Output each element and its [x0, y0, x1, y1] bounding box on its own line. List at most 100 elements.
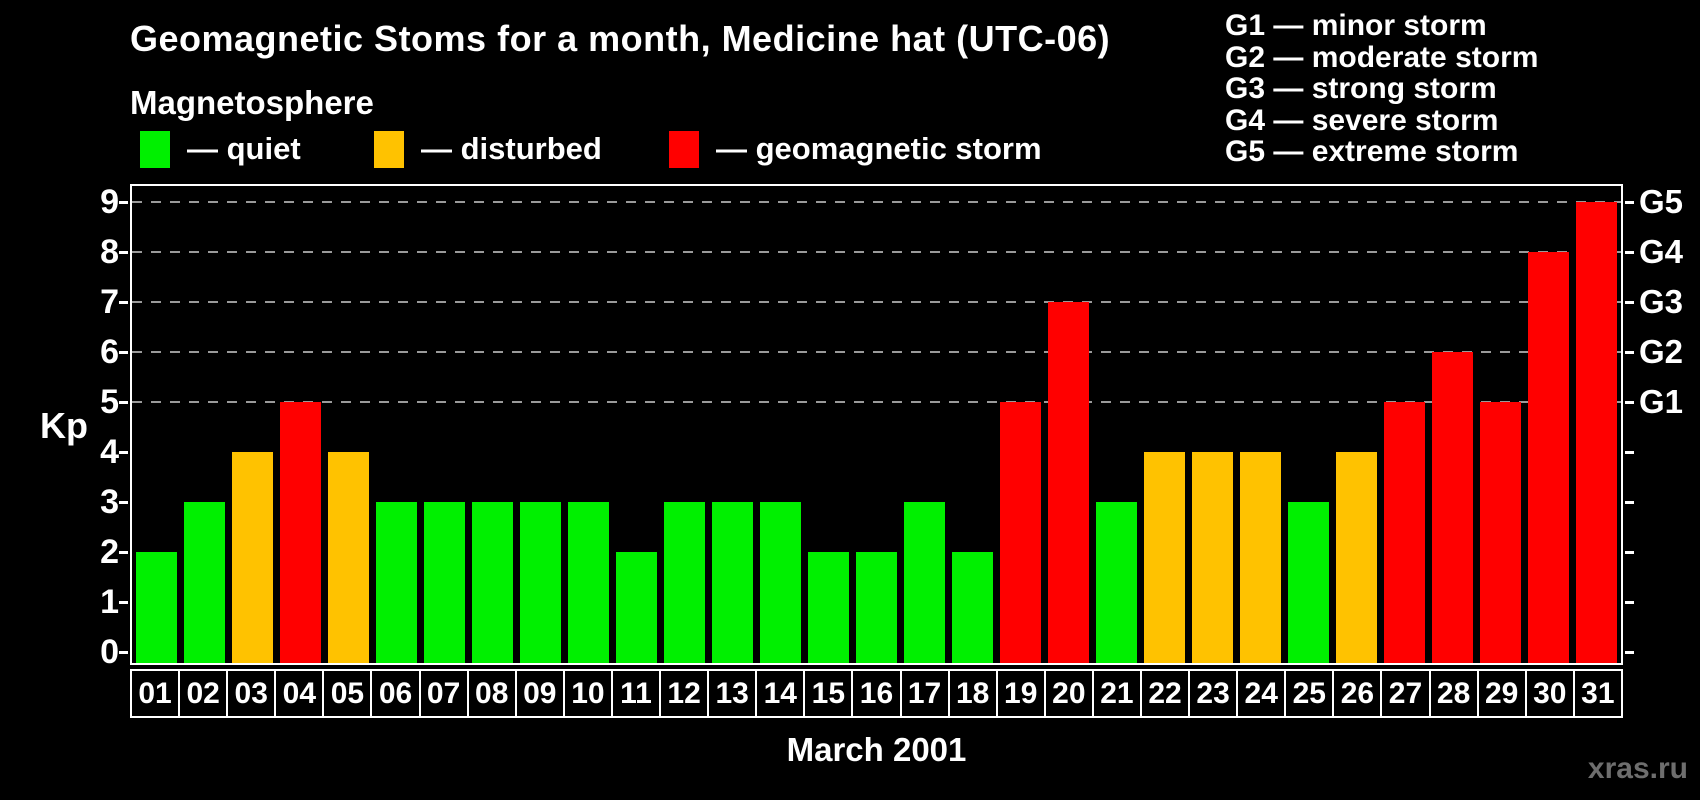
right-tick-6	[1625, 351, 1634, 354]
left-tick-4	[119, 451, 128, 454]
right-tick-7	[1625, 301, 1634, 304]
storm-color-swatch	[669, 130, 699, 168]
day-label-04: 04	[274, 669, 325, 718]
right-tick-4	[1625, 451, 1634, 454]
bar-day-18	[952, 552, 994, 663]
bar-day-23	[1192, 452, 1234, 663]
x-axis-day-labels: 01 02 03 04 05 06 07 08 09 10 11 12 13 14 15 16 17 18 19 20…	[130, 669, 1623, 718]
right-axis-label-g2: G2	[1639, 333, 1684, 370]
chart-subtitle: Magnetosphere	[130, 84, 374, 121]
bar-day-08	[471, 502, 513, 663]
legend-label-quiet: — quiet	[187, 131, 301, 166]
g5-legend-line: G5 — extreme storm	[1225, 135, 1519, 168]
day-label-01: 01	[130, 669, 181, 718]
bar-day-21	[1096, 502, 1138, 663]
day-label-27: 27	[1380, 669, 1431, 718]
watermark: xras.ru	[1587, 752, 1688, 785]
right-axis-label-g5: G5	[1639, 183, 1684, 220]
right-axis-label-g3: G3	[1639, 283, 1684, 320]
y-tick-label-9: 9	[100, 183, 119, 221]
bar-day-15	[807, 552, 849, 663]
day-label-05: 05	[322, 669, 373, 718]
day-label-17: 17	[899, 669, 950, 718]
day-label-25: 25	[1284, 669, 1335, 718]
legend-item-disturbed: — disturbed	[374, 130, 602, 168]
x-axis-title: March 2001	[786, 731, 967, 768]
day-label-11: 11	[610, 669, 662, 718]
right-tick-2	[1625, 551, 1634, 554]
bar-day-05	[327, 452, 369, 663]
legend-item-quiet: — quiet	[140, 130, 301, 168]
bar-day-24	[1240, 452, 1282, 663]
day-label-18: 18	[947, 669, 998, 718]
y-tick-label-0: 0	[100, 633, 119, 671]
g4-legend-line: G4 — severe storm	[1225, 103, 1499, 137]
bar-day-29	[1480, 402, 1522, 663]
bar-day-28	[1432, 352, 1474, 663]
y-tick-label-4: 4	[100, 433, 119, 471]
bar-day-02	[183, 502, 225, 663]
y-axis-title: Kp	[40, 405, 88, 446]
day-label-30: 30	[1524, 669, 1575, 718]
gridline-kp-8	[132, 251, 1621, 253]
day-label-09: 09	[514, 669, 565, 718]
day-label-29: 29	[1476, 669, 1527, 718]
bar-day-26	[1336, 452, 1378, 663]
day-label-19: 19	[995, 669, 1046, 718]
day-label-26: 26	[1332, 669, 1383, 718]
day-label-07: 07	[418, 669, 469, 718]
day-label-21: 21	[1091, 669, 1142, 718]
left-tick-2	[119, 551, 128, 554]
bar-day-11	[615, 552, 657, 663]
day-label-06: 06	[370, 669, 421, 718]
g2-legend-line: G2 — moderate storm	[1225, 40, 1539, 74]
bar-day-30	[1528, 252, 1570, 663]
right-tick-3	[1625, 501, 1634, 504]
y-tick-label-3: 3	[100, 483, 119, 521]
bar-day-27	[1384, 402, 1426, 663]
bar-day-14	[759, 502, 801, 663]
bar-day-20	[1048, 302, 1090, 663]
left-tick-8	[119, 251, 128, 254]
gridline-kp-7	[132, 301, 1621, 303]
y-tick-label-2: 2	[100, 533, 119, 571]
quiet-color-swatch	[140, 130, 170, 168]
gridline-kp-9	[132, 201, 1621, 203]
legend-label-storm: — geomagnetic storm	[716, 131, 1042, 166]
bar-day-10	[567, 502, 609, 663]
right-axis-label-g1: G1	[1639, 383, 1684, 420]
gridline-kp-5	[132, 401, 1621, 403]
storm-scale-legend: G1 — minor storm G2 — moderate storm G3 …	[1225, 10, 1538, 168]
day-label-12: 12	[659, 669, 710, 718]
y-tick-label-5: 5	[100, 383, 119, 421]
bar-day-07	[423, 502, 465, 663]
day-label-15: 15	[803, 669, 854, 718]
bar-day-17	[904, 502, 946, 663]
bar-day-03	[231, 452, 273, 663]
day-label-31: 31	[1572, 669, 1623, 718]
left-tick-5	[119, 401, 128, 404]
right-tick-8	[1625, 251, 1634, 254]
g1-legend-line: G1 — minor storm	[1225, 9, 1487, 42]
bar-day-16	[856, 552, 897, 663]
right-tick-1	[1625, 601, 1634, 604]
day-label-13: 13	[707, 669, 758, 718]
bar-day-06	[375, 502, 417, 663]
day-label-10: 10	[562, 669, 613, 718]
left-tick-7	[119, 301, 128, 304]
plot-area	[130, 184, 1623, 665]
chart-title: Geomagnetic Stoms for a month, Medicine …	[130, 18, 1111, 59]
bar-day-25	[1288, 502, 1330, 663]
disturbed-color-swatch	[374, 130, 404, 168]
legend-item-storm: — geomagnetic storm	[669, 130, 1042, 168]
bar-day-22	[1144, 452, 1186, 663]
day-label-24: 24	[1236, 669, 1287, 718]
bar-day-01	[135, 552, 177, 663]
y-tick-label-8: 8	[100, 233, 119, 271]
left-tick-9	[119, 201, 128, 204]
bar-day-09	[519, 502, 561, 663]
right-axis-label-g4: G4	[1639, 233, 1684, 270]
bar-day-19	[1000, 402, 1042, 663]
left-tick-0	[119, 651, 128, 654]
